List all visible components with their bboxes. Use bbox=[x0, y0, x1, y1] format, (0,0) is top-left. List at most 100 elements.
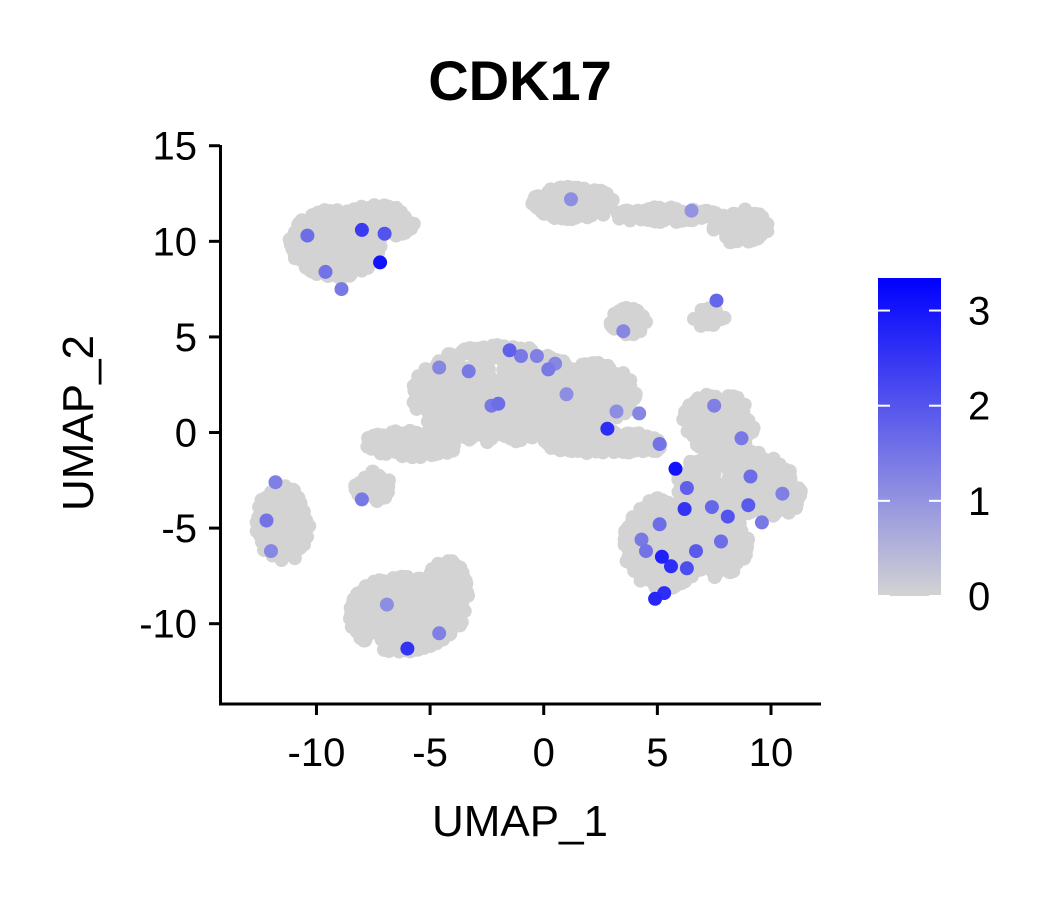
cell-point bbox=[368, 491, 383, 506]
expressing-cell-point bbox=[334, 282, 349, 297]
color-legend-bar bbox=[878, 278, 941, 596]
expressing-cell-point bbox=[654, 549, 669, 564]
cell-point bbox=[337, 269, 352, 284]
cell-point bbox=[279, 481, 294, 496]
cell-point bbox=[728, 451, 743, 466]
expressing-cell-point bbox=[318, 264, 333, 279]
expressing-cell-point bbox=[664, 559, 678, 574]
cell-point bbox=[678, 574, 693, 589]
cell-point bbox=[423, 566, 438, 581]
cell-point bbox=[722, 431, 737, 446]
cell-point bbox=[420, 437, 434, 452]
cell-point bbox=[485, 338, 500, 353]
expressing-cell-point bbox=[679, 481, 694, 495]
cell-point bbox=[368, 600, 383, 615]
expressing-cell-point bbox=[652, 517, 667, 532]
cell-point bbox=[516, 420, 531, 435]
cell-point bbox=[369, 583, 384, 598]
cell-point bbox=[311, 217, 325, 232]
cell-point bbox=[435, 591, 450, 605]
legend-tick-label: 2 bbox=[968, 385, 990, 429]
expressing-cell-point bbox=[559, 387, 574, 402]
expressing-cell-point bbox=[775, 486, 790, 501]
cell-point bbox=[348, 478, 363, 493]
expressing-cell-point bbox=[264, 544, 278, 559]
x-tick-label: 10 bbox=[749, 731, 794, 775]
cell-point bbox=[753, 460, 768, 475]
cell-point bbox=[284, 530, 299, 545]
cell-point bbox=[300, 257, 315, 272]
cell-point bbox=[528, 424, 543, 439]
cell-point bbox=[704, 558, 719, 573]
expressing-cell-point bbox=[354, 222, 369, 237]
expressing-cell-point bbox=[648, 591, 663, 606]
cell-point bbox=[389, 639, 404, 654]
cell-point bbox=[569, 402, 584, 417]
cell-point bbox=[633, 324, 648, 339]
cell-point bbox=[363, 255, 378, 270]
expressing-cell-point bbox=[564, 192, 578, 207]
cell-point bbox=[389, 200, 404, 215]
cell-point bbox=[706, 220, 721, 235]
cell-point bbox=[457, 604, 472, 618]
cell-point bbox=[572, 374, 587, 388]
cell-point bbox=[539, 395, 554, 410]
expressing-cell-point bbox=[373, 255, 388, 270]
cell-point bbox=[399, 594, 414, 609]
cell-point bbox=[769, 457, 784, 472]
cell-point bbox=[698, 204, 713, 219]
expressing-cell-point bbox=[754, 515, 769, 530]
cell-point bbox=[595, 407, 609, 422]
cell-point bbox=[405, 614, 420, 629]
cell-point bbox=[291, 490, 306, 505]
expressing-cell-point bbox=[502, 343, 517, 358]
cell-point bbox=[621, 445, 636, 460]
cell-point bbox=[584, 356, 599, 371]
y-tick-label: 0 bbox=[175, 412, 197, 456]
cell-point bbox=[581, 436, 595, 451]
cell-point bbox=[754, 228, 768, 243]
cell-point bbox=[326, 240, 341, 254]
cell-point bbox=[619, 532, 634, 547]
expressing-cell-point bbox=[634, 532, 649, 547]
cell-point bbox=[734, 407, 749, 422]
cell-point bbox=[683, 454, 698, 469]
cell-point bbox=[443, 616, 458, 631]
expressing-cell-point bbox=[609, 404, 624, 419]
cell-point bbox=[741, 234, 756, 249]
expressing-cell-point bbox=[259, 513, 274, 528]
cell-point bbox=[364, 437, 379, 452]
cell-point bbox=[552, 415, 567, 430]
cell-point bbox=[601, 193, 616, 208]
x-tick-label: 5 bbox=[646, 731, 668, 775]
expressing-cell-point bbox=[600, 421, 615, 436]
expressing-cell-point bbox=[616, 324, 631, 339]
cell-point bbox=[735, 223, 750, 238]
cell-point bbox=[457, 583, 472, 598]
cell-point bbox=[468, 353, 483, 368]
cell-point bbox=[379, 446, 393, 461]
expressing-cell-point bbox=[461, 364, 476, 379]
cell-point bbox=[534, 190, 549, 205]
cell-point bbox=[692, 532, 707, 547]
expressing-cell-point bbox=[514, 349, 528, 363]
cell-point bbox=[431, 446, 446, 461]
y-tick-label: 5 bbox=[175, 316, 197, 360]
cell-point bbox=[411, 573, 426, 588]
cell-point bbox=[593, 183, 608, 198]
cell-point bbox=[459, 386, 474, 401]
expressing-cell-point bbox=[377, 226, 392, 241]
cell-point bbox=[288, 225, 302, 240]
expressing-cell-point bbox=[541, 362, 556, 377]
cell-point bbox=[354, 208, 369, 223]
expressing-cell-point bbox=[704, 500, 719, 515]
cell-point bbox=[318, 204, 333, 218]
expressing-cell-point bbox=[652, 437, 667, 451]
cell-point bbox=[338, 257, 353, 272]
cell-point bbox=[544, 440, 559, 455]
y-tick-label: 10 bbox=[153, 220, 198, 264]
cell-point bbox=[521, 400, 536, 414]
cell-point bbox=[289, 236, 303, 251]
cell-point bbox=[494, 412, 509, 427]
cell-point bbox=[473, 427, 488, 442]
